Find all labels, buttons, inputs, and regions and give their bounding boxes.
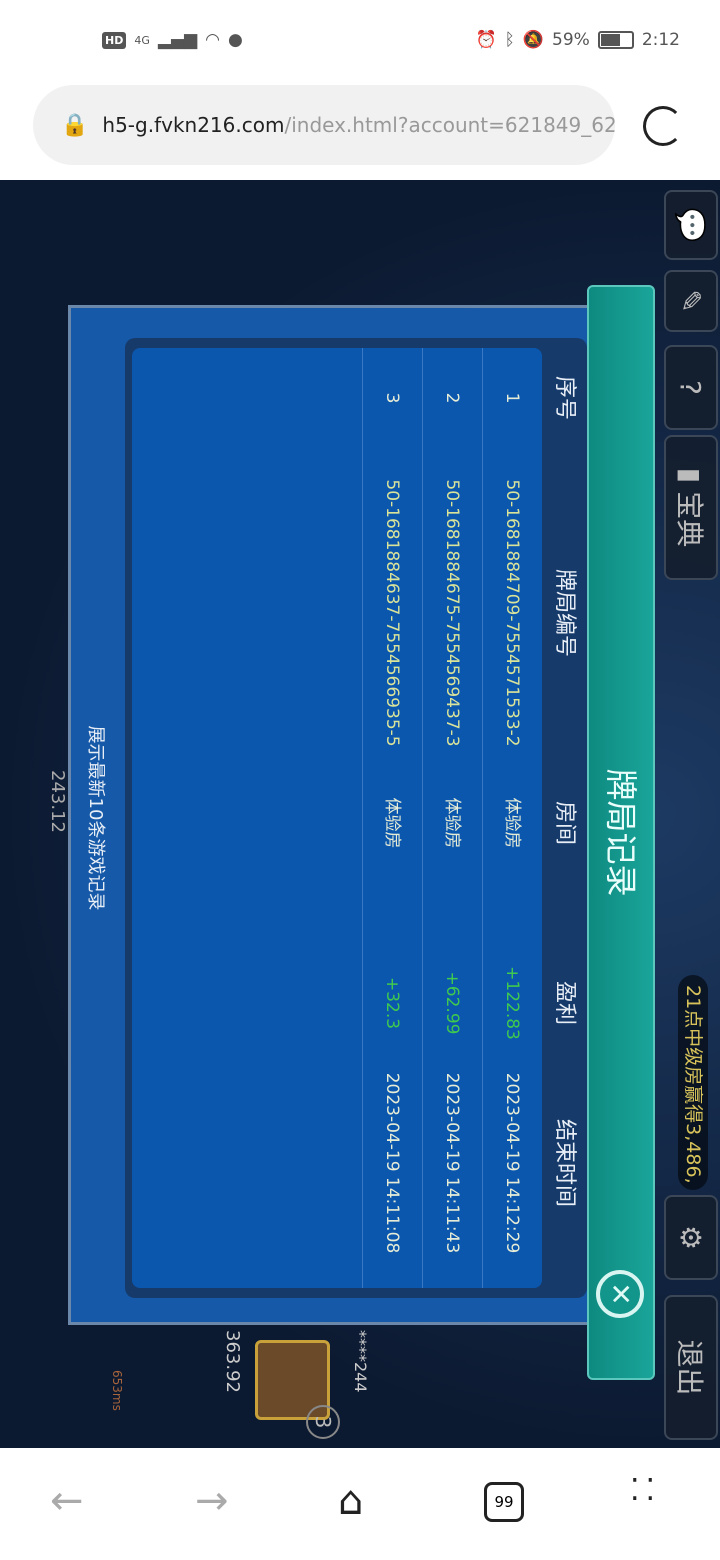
seat-score: 243.12 xyxy=(47,770,68,833)
cell-no: 3 xyxy=(382,392,402,404)
player-balance: 363.92 xyxy=(222,1330,243,1393)
help-icon: ? xyxy=(674,380,708,395)
cell-profit: +62.99 xyxy=(442,971,462,1035)
signal-icon: ▂▄▆ xyxy=(157,30,198,50)
lock-icon: 🔒 xyxy=(61,112,89,138)
edit-icon: ✎ xyxy=(674,289,708,313)
close-icon: ✕ xyxy=(604,1282,637,1306)
book-icon: ▮ xyxy=(674,467,708,484)
ping-indicator: 653ms xyxy=(110,1370,124,1411)
hd-icon: HD xyxy=(102,31,127,49)
player-name: ****244 xyxy=(351,1330,370,1393)
chat-icon: 💬 xyxy=(674,207,708,243)
battery-icon xyxy=(597,31,634,49)
mute-icon: 🔕 xyxy=(522,30,545,50)
battery-percent: 59% xyxy=(552,30,590,50)
url-path: /index.html?account=621849_6218 xyxy=(284,113,615,137)
wifi-icon: ◠ xyxy=(205,30,220,50)
dialog-title: 牌局记录 xyxy=(602,768,640,897)
gear-icon: ⚙ xyxy=(674,1224,708,1251)
close-button[interactable]: ✕ xyxy=(596,1270,644,1318)
table-row: 1 50-1681884709-7554571533-2 体验房 +122.83 202… xyxy=(482,348,542,1288)
reload-icon[interactable] xyxy=(643,106,683,146)
cell-id: 50-1681884709-7554571533-2 xyxy=(502,479,522,747)
header-room: 房间 xyxy=(552,800,577,846)
cell-end: 2023-04-19 14:11:08 xyxy=(382,1072,402,1254)
table-row: 2 50-1681884675-7554569437-3 体验房 +62.99 2023… xyxy=(422,348,482,1288)
cell-end: 2023-04-19 14:12:29 xyxy=(502,1072,522,1254)
footer-note: 展示最新10条游戏记录 xyxy=(85,725,106,911)
dialog-title-ribbon: 牌局记录 xyxy=(587,285,655,1380)
forward-icon[interactable]: → xyxy=(195,1478,229,1524)
cell-end: 2023-04-19 14:11:43 xyxy=(442,1072,462,1254)
cell-profit: +122.83 xyxy=(502,966,522,1040)
cell-no: 2 xyxy=(442,392,462,404)
message-icon: ● xyxy=(227,30,243,50)
table-row: 3 50-1681884637-7554566935-5 体验房 +32.3 2023-… xyxy=(362,348,422,1288)
guide-button[interactable]: ▮ 宝典 xyxy=(664,435,718,580)
cell-room: 体验房 xyxy=(502,797,522,849)
guide-label: 宝典 xyxy=(673,491,706,548)
exit-label: 退出 xyxy=(673,1339,706,1396)
game-records-dialog: 序号 牌局编号 房间 盈利 结束时间 1 50-1681884709-755457… xyxy=(68,305,590,1325)
cell-id: 50-1681884675-7554569437-3 xyxy=(442,479,462,747)
records-table: 序号 牌局编号 房间 盈利 结束时间 1 50-1681884709-755457… xyxy=(125,338,587,1298)
alarm-icon: ⏰ xyxy=(475,30,497,50)
network-type: 4G xyxy=(134,33,150,47)
menu-icon[interactable]: ⁚⁚ xyxy=(630,1473,662,1508)
clock: 2:12 xyxy=(641,30,680,50)
cell-room: 体验房 xyxy=(382,797,402,849)
browser-bottom-bar: ← → ⌂ 99 ⁚⁚ xyxy=(0,1448,720,1560)
cell-id: 50-1681884637-7554566935-5 xyxy=(382,479,402,747)
bluetooth-icon: ᛒ xyxy=(504,30,515,50)
header-id: 牌局编号 xyxy=(552,568,577,658)
announcement-ticker: 21点中级房赢得3,486, xyxy=(678,975,708,1190)
header-end-time: 结束时间 xyxy=(552,1118,577,1208)
edit-button[interactable]: ✎ xyxy=(664,270,718,332)
game-canvas[interactable]: 💬 ✎ ? ▮ 宝典 21点中级房赢得3,486, ⚙ 退出 243.12 ***… xyxy=(0,180,720,1448)
url-host: h5-g.fvkn216.com xyxy=(102,113,285,137)
settings-button[interactable]: ⚙ xyxy=(664,1195,718,1280)
exit-button[interactable]: 退出 xyxy=(664,1295,718,1440)
header-no: 序号 xyxy=(552,375,577,421)
seat-number: 3 xyxy=(306,1405,340,1439)
cell-room: 体验房 xyxy=(442,797,462,849)
cell-profit: +32.3 xyxy=(382,976,402,1030)
address-bar[interactable]: 🔒 h5-g.fvkn216.com/index.html?account=62… xyxy=(33,85,615,165)
help-button[interactable]: ? xyxy=(664,345,718,430)
status-bar: HD 4G ▂▄▆ ◠ ● ⏰ ᛒ 🔕 59% 2:12 xyxy=(0,0,720,80)
chat-button[interactable]: 💬 xyxy=(664,190,718,260)
home-icon[interactable]: ⌂ xyxy=(338,1478,364,1524)
back-icon[interactable]: ← xyxy=(50,1478,84,1524)
header-profit: 盈利 xyxy=(552,980,577,1026)
cell-no: 1 xyxy=(502,392,522,404)
tabs-button[interactable]: 99 xyxy=(484,1482,524,1522)
